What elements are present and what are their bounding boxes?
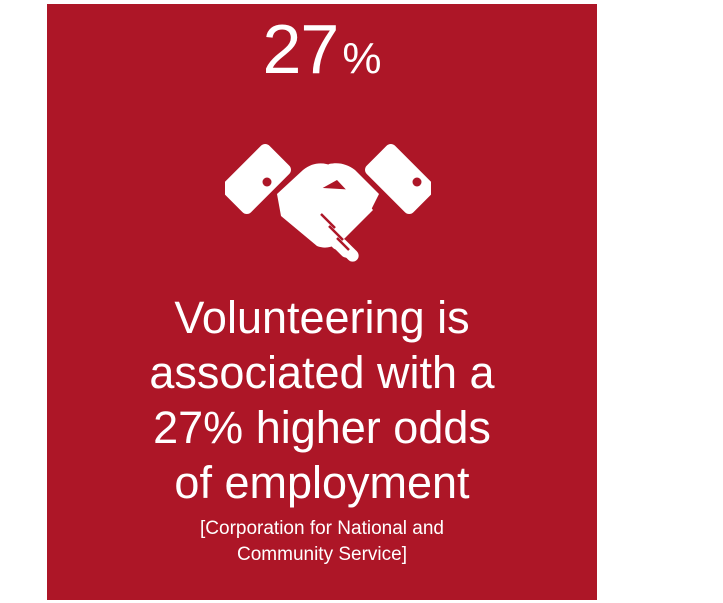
stat-number: 27 [262,10,340,88]
headline-line: 27% higher odds [153,402,491,453]
stat-unit: % [342,34,382,83]
headline-line: of employment [174,457,470,508]
source-line: [Corporation for National and [200,518,444,539]
handshake-icon [225,118,431,278]
infographic-card: 27% Vol [47,4,597,600]
headline-line: Volunteering is [174,292,470,343]
stat-figure: 27% [47,14,597,84]
source-line: Community Service] [237,544,407,565]
headline: Volunteering is associated with a 27% hi… [47,290,597,510]
source-citation: [Corporation for National and Community … [47,516,597,568]
headline-line: associated with a [149,347,495,398]
